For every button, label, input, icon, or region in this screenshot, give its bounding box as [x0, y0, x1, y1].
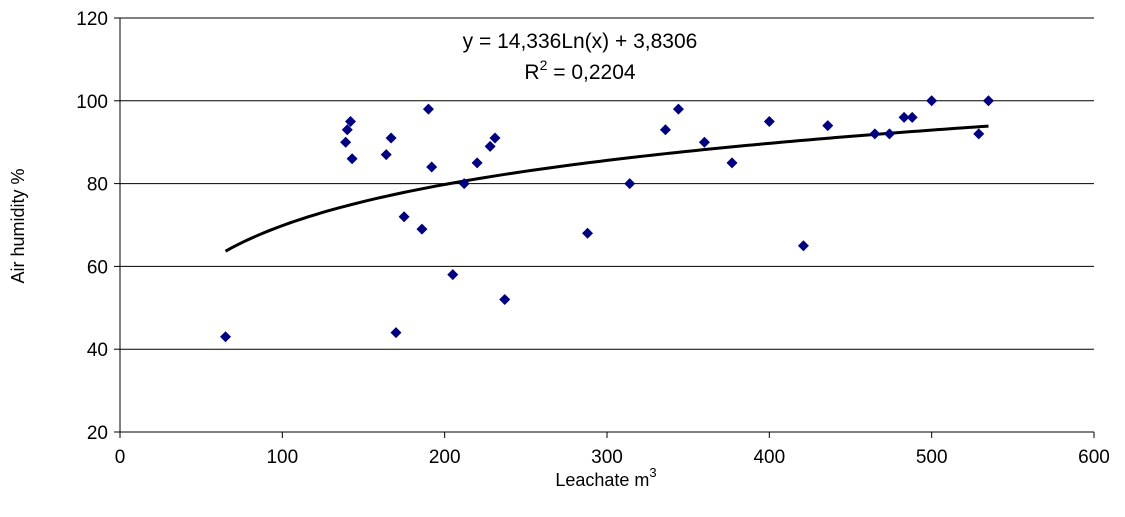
- y-tick-label: 40: [87, 340, 108, 361]
- x-tick-label: 300: [591, 447, 623, 468]
- data-points: [220, 95, 994, 343]
- data-point: [797, 240, 809, 252]
- data-point: [973, 128, 985, 140]
- y-tick-label: 60: [87, 257, 108, 278]
- data-point: [698, 136, 710, 148]
- data-point: [380, 149, 392, 161]
- x-tick-label: 200: [429, 447, 461, 468]
- data-point: [471, 157, 483, 169]
- data-point: [385, 132, 397, 144]
- x-tick-label: 100: [266, 447, 298, 468]
- data-point: [906, 111, 918, 123]
- data-point: [390, 327, 402, 339]
- data-point: [340, 136, 352, 148]
- data-point: [926, 95, 938, 107]
- data-point: [458, 178, 470, 190]
- y-ticks: 20 40 60 80 100 120: [76, 9, 120, 444]
- y-tick-label: 20: [87, 423, 108, 444]
- data-point: [345, 116, 357, 127]
- equation-label: y = 14,336Ln(x) + 3,8306: [463, 30, 698, 53]
- r-squared-symbol: R: [524, 61, 539, 84]
- data-point: [422, 103, 434, 115]
- x-tick-label: 400: [753, 447, 785, 468]
- data-point: [426, 161, 438, 173]
- r-squared-superscript: 2: [540, 57, 548, 73]
- data-point: [220, 331, 232, 343]
- data-point: [484, 140, 496, 152]
- data-point: [883, 128, 895, 140]
- x-axis-title-superscript: 3: [649, 465, 656, 480]
- x-tick-label: 500: [916, 447, 948, 468]
- y-tick-label: 100: [76, 92, 108, 113]
- x-tick-label: 0: [115, 447, 126, 468]
- data-point: [726, 157, 738, 169]
- data-point: [624, 178, 636, 190]
- data-point: [398, 211, 410, 223]
- x-ticks: 0 100 200 300 400 500 600: [115, 432, 1110, 468]
- data-point: [982, 95, 994, 107]
- data-point: [341, 124, 353, 136]
- r-squared-label: R2 = 0,2204: [524, 57, 635, 84]
- x-tick-label: 600: [1078, 447, 1110, 468]
- r-squared-value: = 0,2204: [547, 61, 635, 84]
- data-point: [447, 269, 459, 281]
- y-tick-label: 80: [87, 175, 108, 196]
- data-point: [869, 128, 881, 140]
- trendline: [224, 124, 989, 253]
- y-axis-title: Air humidity %: [8, 168, 28, 283]
- data-point: [489, 132, 501, 144]
- x-axis-title-text: Leachate m: [555, 470, 649, 490]
- data-point: [898, 111, 910, 123]
- data-point: [499, 294, 511, 306]
- data-point: [672, 103, 684, 115]
- y-tick-label: 120: [76, 9, 108, 30]
- data-point: [659, 124, 671, 136]
- x-axis-title: Leachate m3: [555, 465, 656, 490]
- data-point: [763, 116, 775, 127]
- data-point: [582, 227, 594, 239]
- data-point: [416, 223, 428, 235]
- data-point: [346, 153, 358, 165]
- data-point: [822, 120, 834, 132]
